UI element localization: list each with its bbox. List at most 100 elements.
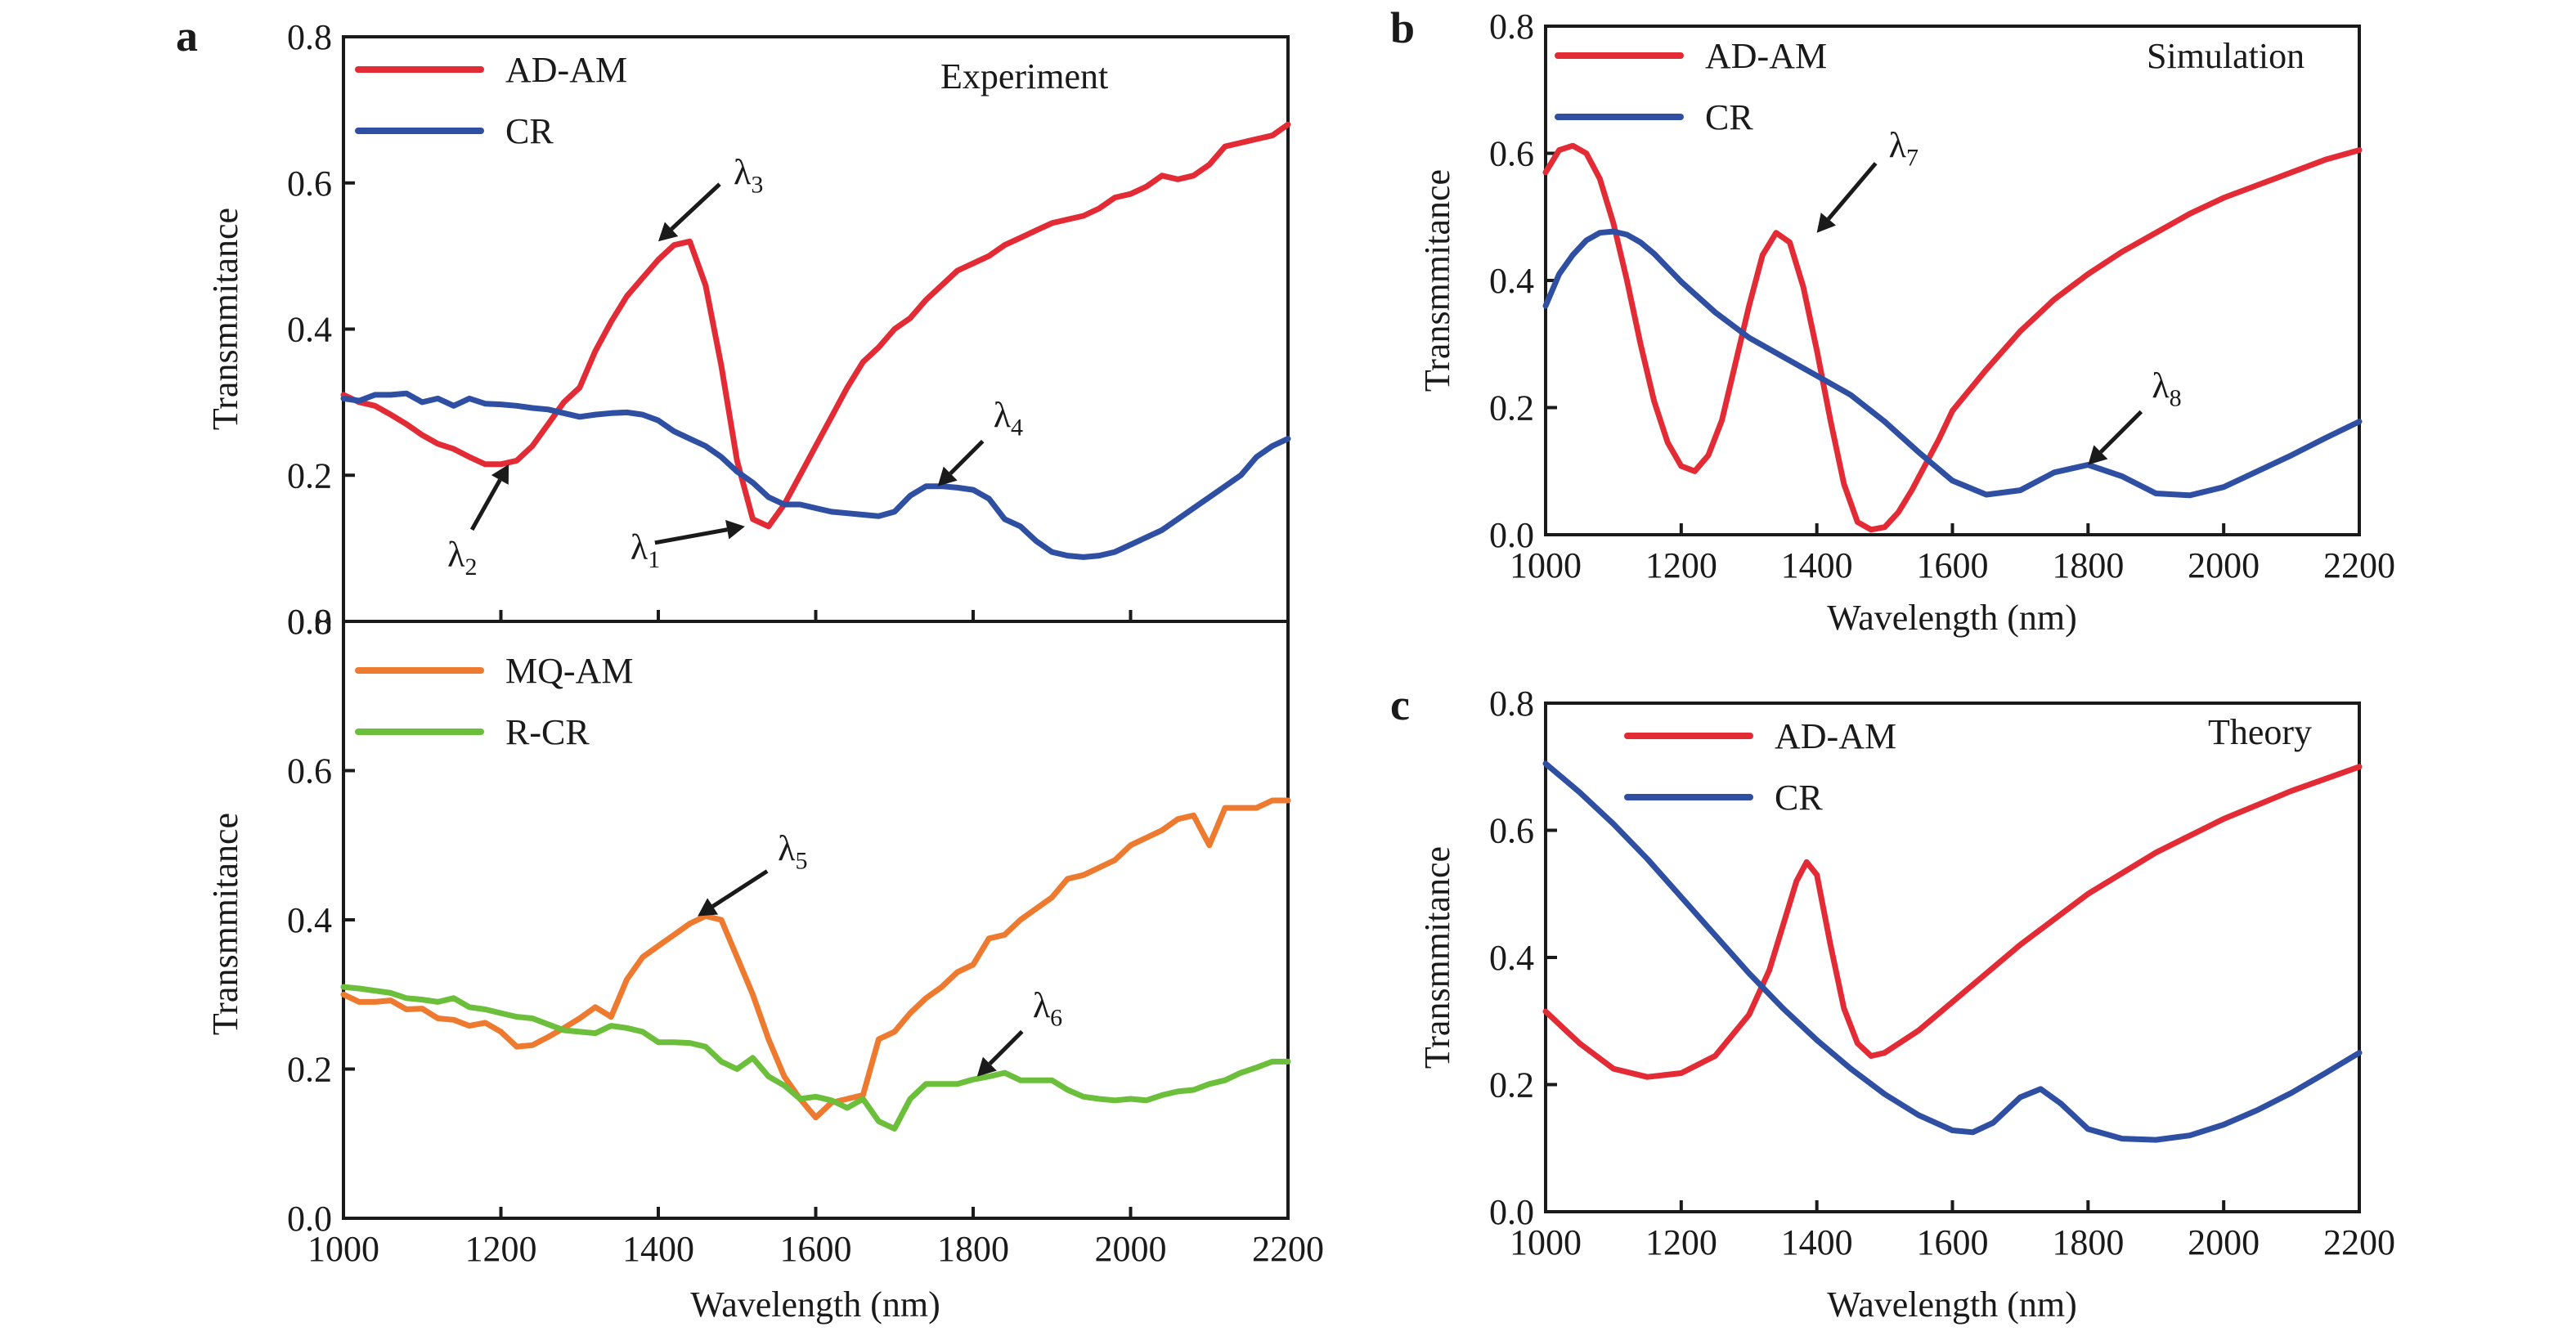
legend-label-cr: CR [1775,778,1823,818]
y-tick-label: 0.2 [1489,388,1534,428]
annotation-arrowhead [976,1056,997,1077]
panel-b-simulation: b Transmmitance Wavelength (nm) Simulati… [1390,3,2395,638]
x-tick-label: 1200 [465,1229,537,1269]
annotation-label-lambda5: λ5 [778,828,807,874]
x-tick-label: 1600 [1917,1222,1989,1262]
legend-label-ad-am: AD-AM [1705,36,1827,76]
panel-c-theory: c Transmmitance Wavelength (nm) Theory 0… [1390,680,2395,1325]
annotation-subscript: 3 [751,171,763,198]
y-tick-label: 0.8 [1489,7,1534,47]
annotation-label-lambda3: λ3 [734,152,763,198]
series-line-ad-am [340,121,1291,530]
annotation-arrow [988,1029,1024,1065]
legend: AD-AM CR [1624,716,1896,818]
x-tick-label: 1000 [1510,545,1582,585]
annotation-arrowhead [658,222,679,242]
y-tick-label: 0.0 [287,602,332,642]
panel-a-experiment: a Transmmitance Experiment 0.00.20.40.60… [176,11,1291,642]
corner-label-theory: Theory [2208,712,2312,752]
y-tick-label: 0.6 [287,164,332,204]
annotation-label-lambda2: λ2 [447,535,477,581]
annotation-label-lambda1: λ1 [631,527,660,573]
annotation-arrowhead [1816,213,1837,233]
annotations: λ3 λ2 λ1 λ4 [447,152,1023,581]
series-lines [340,797,1291,1132]
y-tick-label: 0.2 [287,455,332,495]
legend-label-ad-am: AD-AM [1775,716,1896,756]
x-ticks: 1000 1200 1400 1600 1800 2000 2200 [307,1207,1324,1269]
x-tick-label: 1400 [622,1229,694,1269]
annotations: λ5 λ6 [698,828,1062,1077]
y-tick-label: 0.2 [287,1050,332,1090]
annotation-label-lambda8: λ8 [2152,365,2181,411]
y-tick-label: 0.4 [287,310,332,350]
annotation-subscript: 5 [795,847,807,874]
y-ticks: 0.0 0.2 0.4 0.6 0.8 [287,602,355,1239]
annotation-subscript: 4 [1011,415,1023,442]
x-tick-label: 1200 [1645,545,1717,585]
x-tick-label: 2200 [2323,545,2395,585]
x-axis-title: Wavelength (nm) [1827,1284,2077,1325]
legend: MQ-AM R-CR [355,651,633,752]
panel-a-bottom: Transmmitance Wavelength (nm) 0.00.20.40… [205,602,1324,1325]
series-lines [1542,142,2363,533]
y-ticks: 0.0 0.2 0.4 0.6 0.8 [287,17,355,642]
series-line-ad-am [1542,142,2363,533]
annotation-subscript: 7 [1906,145,1919,172]
x-ticks [342,610,1290,621]
y-tick-label: 0.8 [287,602,332,642]
x-axis-title: Wavelength (nm) [1827,598,2077,638]
annotation-arrow [1826,162,1878,221]
annotation-subscript: 1 [648,546,660,573]
y-tick-label: 0.0 [1489,515,1534,555]
y-tick-label: 0.4 [287,900,332,940]
annotation-arrow [654,527,728,545]
y-tick-label: 0.0 [1489,1192,1534,1232]
x-tick-label: 1000 [307,1229,379,1269]
legend: AD-AM CR [1555,36,1827,137]
x-tick-label: 1400 [1781,1222,1853,1262]
panel-label-c: c [1390,680,1410,729]
y-tick-label: 0.0 [287,1199,332,1239]
y-axis-title: Transmmitance [1417,169,1457,392]
x-tick-label: 1200 [1645,1222,1717,1262]
plot-frame [1544,702,2361,1213]
x-tick-label: 2000 [2188,545,2260,585]
y-ticks: 0.0 0.2 0.4 0.6 0.8 [1489,684,1557,1232]
y-tick-label: 0.4 [1489,261,1534,301]
legend-label-cr: CR [1705,97,1753,137]
series-lines [340,121,1291,560]
x-tick-label: 2200 [2323,1222,2395,1262]
annotation-arrow [2099,410,2143,454]
legend-label-mq-am: MQ-AM [505,651,633,691]
x-tick-label: 1000 [1510,1222,1582,1262]
x-tick-label: 2200 [1252,1229,1324,1269]
x-tick-label: 2000 [1095,1229,1167,1269]
corner-label-simulation: Simulation [2147,36,2304,76]
annotation-arrowhead [698,898,719,917]
annotation-label-lambda6: λ6 [1033,986,1062,1032]
legend-label-r-cr: R-CR [505,712,590,752]
y-axis-title: Transmmitance [205,208,245,430]
corner-label-experiment: Experiment [940,56,1108,96]
y-tick-label: 0.6 [1489,811,1534,851]
series-lines [1542,760,2363,1143]
annotation-arrow [670,182,721,231]
annotation-arrow [469,478,502,531]
annotation-arrowhead [725,519,745,540]
series-line-r-cr [340,984,1291,1132]
x-tick-label: 1800 [937,1229,1009,1269]
legend: AD-AM CR [355,50,627,151]
panel-label-b: b [1390,3,1415,52]
series-line-cr [1542,760,2363,1143]
x-ticks: 1000 1200 1400 1600 1800 2000 2200 [1510,523,2395,585]
y-tick-label: 0.6 [1489,134,1534,174]
x-tick-label: 2000 [2188,1222,2260,1262]
x-tick-label: 1400 [1781,545,1853,585]
plot-frame [342,35,1290,623]
y-ticks: 0.0 0.2 0.4 0.6 0.8 [1489,7,1557,555]
annotation-subscript: 2 [464,554,477,581]
annotation-arrowhead [2088,445,2108,465]
y-axis-title: Transmmitance [1417,846,1457,1069]
x-tick-label: 1800 [2052,545,2124,585]
